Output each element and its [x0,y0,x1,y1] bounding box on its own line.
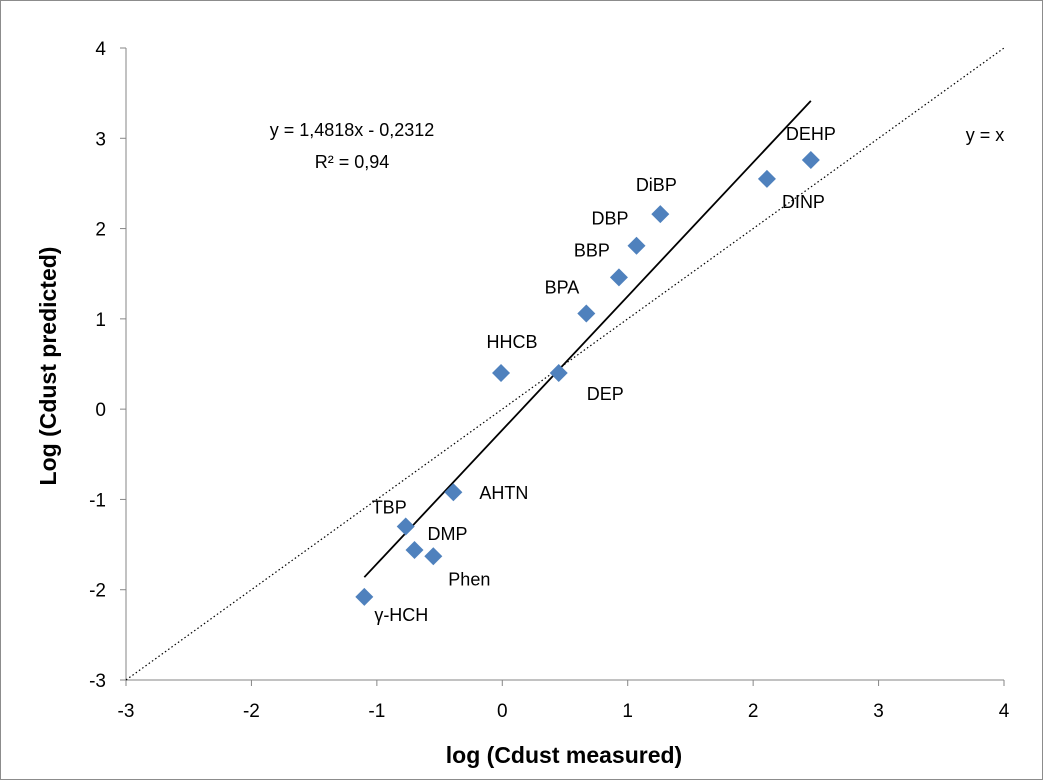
y-tick-label: -1 [89,490,106,511]
x-tick-label: -1 [368,701,385,722]
y-tick-label: 4 [95,39,106,60]
r-squared-text: R² = 0,94 [315,152,390,172]
point-label: BPA [545,277,580,297]
data-point [651,205,670,224]
y-tick-label: 0 [95,400,106,421]
trend-line [363,100,812,578]
x-tick-label: 0 [497,701,508,722]
x-tick-label: 4 [999,701,1010,722]
y-tick-label: 2 [95,220,106,241]
data-point [549,364,568,383]
fit-lines [125,47,1005,681]
x-tick-label: 3 [873,701,884,722]
point-label: DiBP [636,175,677,195]
point-label: γ-HCH [374,605,428,625]
point-label: TBP [372,498,407,518]
x-tick-label: -2 [243,701,260,722]
data-point [355,587,374,606]
x-axis-title: log (Cdust measured) [446,742,682,768]
data-point [396,517,415,536]
data-point [627,236,646,255]
data-point [444,483,463,502]
x-tick-label: -3 [118,701,135,722]
point-label: HHCB [487,332,538,352]
point-labels: DEHP DINP DiBP DBP BBP BPA HHCB DEP AHTN TBP DMP Ph… [372,124,836,625]
point-label: DEP [587,384,624,404]
y-tick-label: 1 [95,310,106,331]
axes: -3 -2 -1 0 1 2 3 4 -3 -2 -1 0 1 2 3 4 [89,39,1010,722]
point-label: Phen [448,569,490,589]
y-tick-label: -3 [89,671,106,692]
x-tick-label: 2 [748,701,759,722]
equation-text: y = 1,4818x - 0,2312 [270,120,435,140]
data-point [405,540,424,559]
data-point [424,547,443,566]
point-label: DEHP [786,124,836,144]
point-label: DINP [782,192,825,212]
point-label: DBP [591,209,628,229]
data-point [801,150,820,169]
point-label: AHTN [479,483,528,503]
data-point [609,268,628,287]
point-label: DMP [427,524,467,544]
identity-line-label: y = x [966,125,1005,145]
data-point [492,364,511,383]
y-axis-title: Log (Cdust predicted) [35,247,61,486]
x-tick-label: 1 [622,701,633,722]
data-point [577,304,596,323]
data-points [355,150,820,606]
y-tick-label: -2 [89,581,106,602]
y-tick-label: 3 [95,129,106,150]
point-label: BBP [574,240,610,260]
data-point [757,169,776,188]
